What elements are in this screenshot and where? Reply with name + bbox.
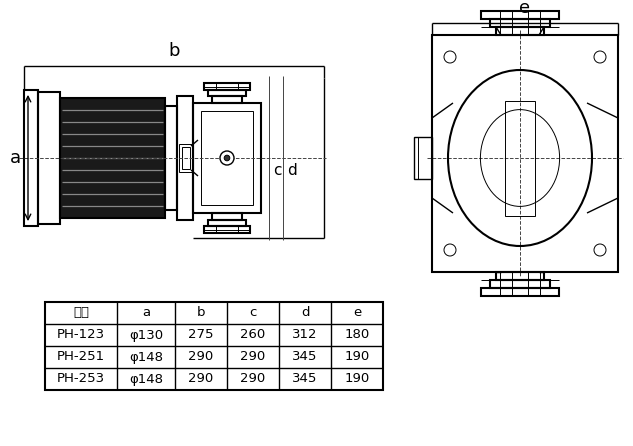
Bar: [204, 226, 250, 233]
Text: PH-251: PH-251: [57, 351, 105, 363]
Bar: [24, 90, 38, 226]
Bar: [182, 147, 190, 169]
Text: d: d: [301, 306, 310, 319]
Text: 型号: 型号: [73, 306, 89, 319]
Bar: [212, 96, 242, 103]
Bar: [38, 92, 60, 224]
Bar: [432, 35, 618, 272]
Text: 345: 345: [292, 372, 318, 385]
Text: 190: 190: [344, 351, 370, 363]
Text: PH-123: PH-123: [57, 329, 105, 342]
Bar: [490, 19, 550, 27]
Text: d: d: [287, 163, 297, 178]
Text: 290: 290: [241, 351, 266, 363]
Bar: [177, 96, 193, 220]
Text: b: b: [197, 306, 205, 319]
Bar: [204, 83, 250, 90]
Text: 290: 290: [189, 372, 213, 385]
Text: φ148: φ148: [129, 351, 163, 363]
Text: φ130: φ130: [129, 329, 163, 342]
Bar: [481, 288, 559, 296]
Bar: [179, 144, 193, 172]
Bar: [208, 90, 246, 96]
Text: 290: 290: [241, 372, 266, 385]
Bar: [45, 302, 383, 390]
Text: 260: 260: [241, 329, 266, 342]
Text: 290: 290: [189, 351, 213, 363]
Bar: [193, 103, 261, 213]
Text: a: a: [142, 306, 150, 319]
Bar: [496, 27, 544, 35]
Bar: [414, 137, 432, 179]
Text: 275: 275: [188, 329, 214, 342]
Text: 180: 180: [344, 329, 370, 342]
Text: PH-253: PH-253: [57, 372, 105, 385]
Bar: [496, 272, 544, 280]
Text: a: a: [10, 149, 21, 167]
Text: 345: 345: [292, 351, 318, 363]
Text: 190: 190: [344, 372, 370, 385]
Bar: [208, 220, 246, 226]
Text: e: e: [520, 0, 530, 17]
Text: b: b: [168, 42, 180, 60]
Bar: [60, 98, 165, 218]
Bar: [481, 11, 559, 19]
Bar: [165, 106, 177, 210]
Text: c: c: [249, 306, 257, 319]
Bar: [505, 101, 535, 216]
Circle shape: [220, 151, 234, 165]
Bar: [212, 213, 242, 220]
Text: φ148: φ148: [129, 372, 163, 385]
Bar: [490, 280, 550, 288]
Text: c: c: [273, 163, 282, 178]
Circle shape: [224, 155, 230, 161]
Text: 312: 312: [292, 329, 318, 342]
Bar: [201, 111, 253, 205]
Text: e: e: [353, 306, 361, 319]
